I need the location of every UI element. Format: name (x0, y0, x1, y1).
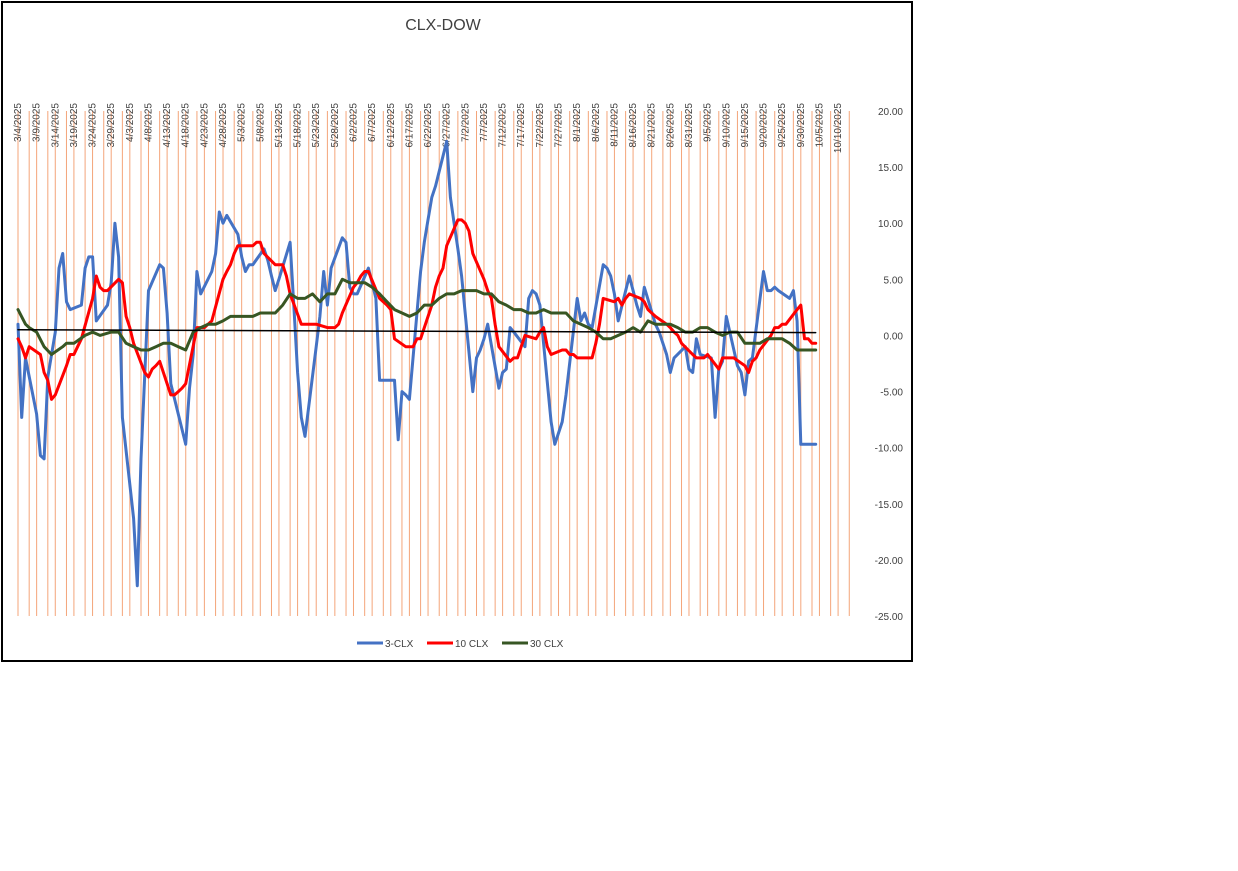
x-tick-label: 9/10/2025 (721, 103, 732, 148)
y-tick-label: -15.00 (875, 500, 904, 511)
x-tick-label: 8/31/2025 (684, 103, 695, 148)
x-tick-label: 5/28/2025 (330, 103, 341, 148)
chart-title: CLX-DOW (405, 17, 481, 34)
chart-frame: CLX-DOW 3/4/2025 3/9/2025 3/14/2025 3/19/20… (1, 1, 913, 662)
x-tick-label: 6/12/2025 (386, 103, 397, 148)
series-line-30-clx (16, 277, 818, 356)
x-tick-label: 8/1/2025 (572, 103, 583, 142)
legend-label: 10 CLX (455, 639, 489, 650)
legend-label: 30 CLX (530, 639, 564, 650)
legend: 3-CLX 10 CLX 30 CLX (357, 639, 564, 650)
y-axis-tick-labels: 20.00 15.00 10.00 5.00 0.00 -5.00 -10.00 -15.00… (875, 107, 904, 623)
x-tick-label: 3/24/2025 (88, 103, 99, 148)
legend-label: 3-CLX (385, 639, 414, 650)
x-tick-label: 6/22/2025 (423, 103, 434, 148)
chart-svg: CLX-DOW 3/4/2025 3/9/2025 3/14/2025 3/19/20… (13, 17, 904, 650)
x-tick-label: 6/27/2025 (442, 103, 453, 148)
x-tick-label: 9/5/2025 (703, 103, 714, 142)
x-tick-label: 4/28/2025 (218, 103, 229, 148)
x-tick-label: 5/8/2025 (255, 103, 266, 142)
x-tick-label: 3/14/2025 (50, 103, 61, 148)
x-axis-tick-labels: 3/4/2025 3/9/2025 3/14/2025 3/19/2025 3/24/2… (13, 103, 844, 153)
x-tick-label: 4/18/2025 (181, 103, 192, 148)
x-tick-label: 8/16/2025 (628, 103, 639, 148)
x-tick-label: 9/30/2025 (796, 103, 807, 148)
trend-line (17, 329, 817, 334)
x-tick-label: 9/25/2025 (777, 103, 788, 148)
x-tick-label: 3/19/2025 (69, 103, 80, 148)
x-tick-label: 3/9/2025 (32, 103, 43, 142)
x-tick-label: 6/7/2025 (367, 103, 378, 142)
x-tick-label: 7/12/2025 (498, 103, 509, 148)
x-tick-label: 9/15/2025 (740, 103, 751, 148)
x-tick-label: 7/17/2025 (516, 103, 527, 148)
x-tick-label: 6/2/2025 (348, 103, 359, 142)
x-tick-label: 8/21/2025 (647, 103, 658, 148)
x-tick-label: 8/6/2025 (591, 103, 602, 142)
series-line-3-clx (16, 139, 818, 588)
x-tick-label: 9/20/2025 (759, 103, 770, 148)
x-tick-label: 10/5/2025 (814, 103, 825, 148)
x-tick-label: 5/18/2025 (293, 103, 304, 148)
x-tick-label: 10/10/2025 (833, 103, 844, 153)
x-tick-label: 5/23/2025 (311, 103, 322, 148)
x-tick-label: 5/3/2025 (237, 103, 248, 142)
vertical-gridlines (17, 111, 850, 616)
x-tick-label: 3/4/2025 (13, 103, 24, 142)
y-tick-label: 0.00 (884, 331, 904, 342)
series-lines (16, 139, 818, 588)
x-tick-label: 4/8/2025 (143, 103, 154, 142)
x-tick-label: 7/27/2025 (554, 103, 565, 148)
x-tick-label: 5/13/2025 (274, 103, 285, 148)
y-tick-label: -20.00 (875, 556, 904, 567)
y-tick-label: 5.00 (884, 275, 904, 286)
x-tick-label: 6/17/2025 (404, 103, 415, 148)
y-tick-label: 10.00 (878, 219, 903, 230)
x-tick-label: 4/13/2025 (162, 103, 173, 148)
y-tick-label: -25.00 (875, 612, 904, 623)
x-tick-label: 8/11/2025 (609, 103, 620, 147)
x-tick-label: 7/22/2025 (535, 103, 546, 148)
y-tick-label: -5.00 (880, 388, 903, 399)
series-line-10-clx (16, 218, 818, 401)
x-tick-label: 7/7/2025 (479, 103, 490, 142)
x-tick-label: 8/26/2025 (665, 103, 676, 148)
x-tick-label: 4/23/2025 (199, 103, 210, 148)
x-tick-label: 7/2/2025 (460, 103, 471, 142)
x-tick-label: 4/3/2025 (125, 103, 136, 142)
y-tick-label: 15.00 (878, 163, 903, 174)
y-tick-label: 20.00 (878, 107, 903, 118)
x-tick-label: 3/29/2025 (106, 103, 117, 148)
y-tick-label: -10.00 (875, 444, 904, 455)
